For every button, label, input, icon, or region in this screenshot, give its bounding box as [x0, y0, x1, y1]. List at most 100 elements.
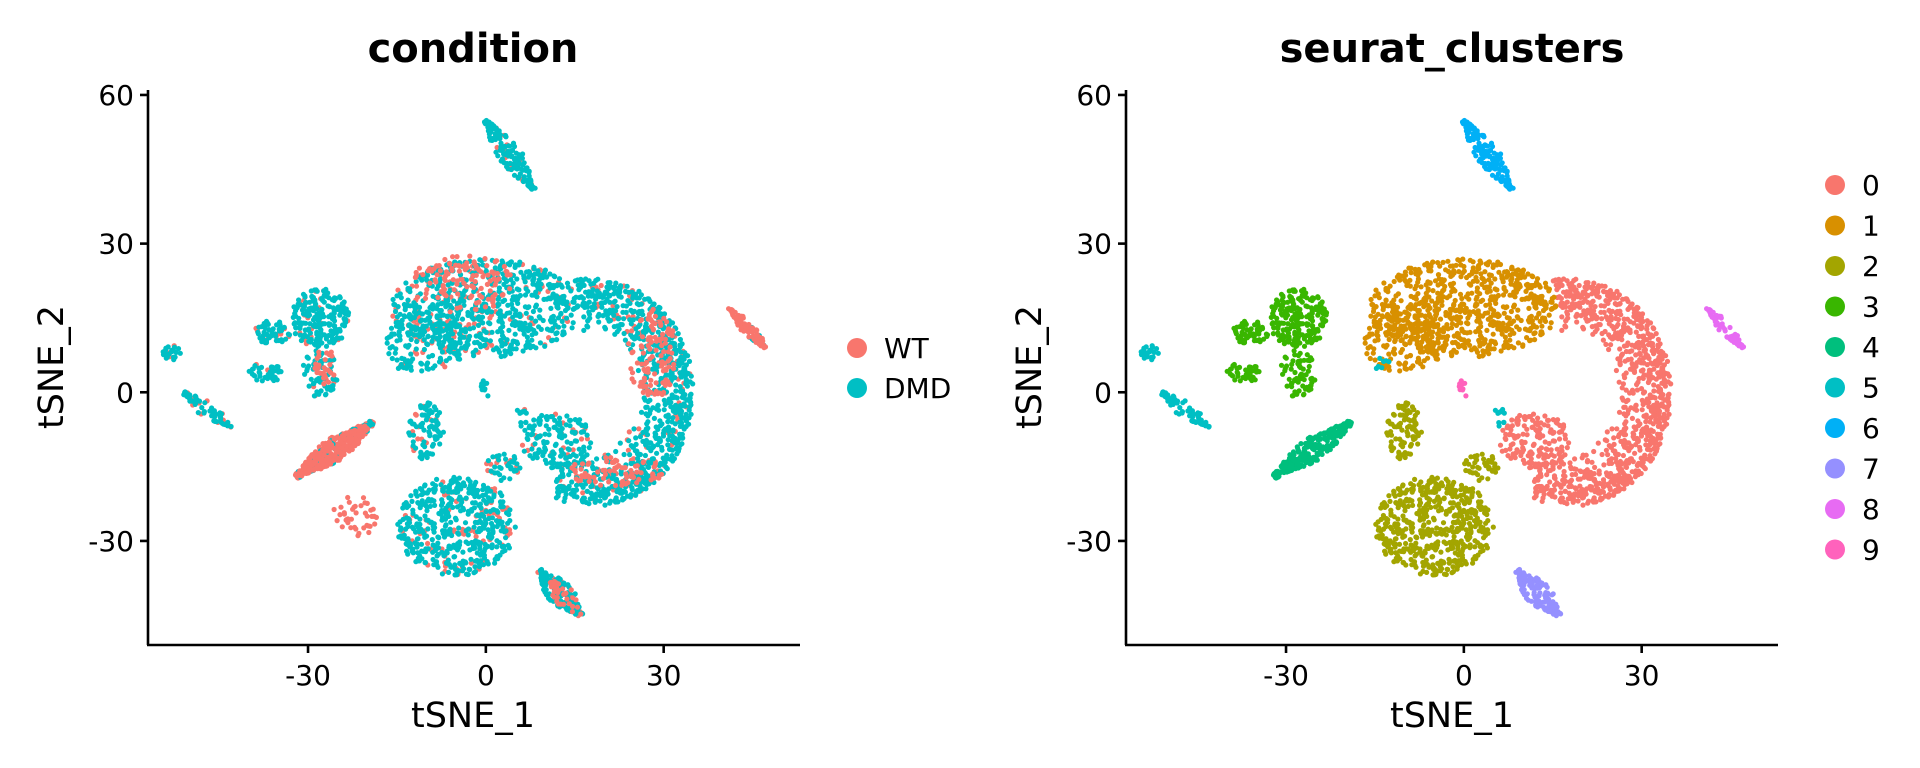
data-point-dmd: [495, 509, 501, 515]
data-point-cluster-0: [1629, 415, 1635, 421]
data-point-dmd: [209, 405, 215, 411]
data-point-dmd: [548, 414, 554, 420]
data-point-dmd: [440, 488, 446, 494]
data-point-dmd: [413, 529, 419, 535]
data-point-wt: [646, 311, 653, 317]
data-point-cluster-0: [1596, 471, 1602, 477]
data-point-dmd: [448, 304, 454, 310]
data-point-dmd: [673, 351, 679, 357]
data-point-wt: [645, 316, 651, 322]
data-point-dmd: [456, 475, 462, 481]
data-point-cluster-0: [1574, 319, 1580, 325]
data-point-dmd: [424, 490, 430, 496]
data-point-wt: [648, 323, 655, 329]
data-point-dmd: [644, 432, 651, 438]
data-point-dmd: [635, 330, 641, 336]
data-point-dmd: [626, 438, 632, 444]
data-point-dmd: [497, 472, 503, 478]
data-point-dmd: [565, 305, 571, 311]
data-point-dmd: [528, 182, 534, 188]
data-point-dmd: [192, 401, 198, 407]
data-point-dmd: [516, 161, 522, 167]
data-point-cluster-0: [1615, 451, 1621, 458]
data-point-wt: [574, 604, 581, 610]
data-point-dmd: [497, 136, 503, 142]
data-point-dmd: [494, 523, 500, 530]
data-point-wt: [414, 351, 420, 357]
data-point-dmd: [548, 305, 554, 311]
data-point-dmd: [392, 308, 399, 315]
data-point-wt: [364, 513, 370, 519]
data-point-wt: [328, 442, 335, 448]
data-point-dmd: [276, 337, 282, 344]
data-point-dmd: [571, 299, 577, 305]
data-point-dmd: [553, 300, 559, 306]
data-point-dmd: [555, 493, 561, 499]
data-point-dmd: [446, 513, 452, 520]
data-point-dmd: [437, 441, 443, 447]
data-point-dmd: [476, 528, 482, 535]
data-point-dmd: [564, 413, 570, 419]
data-point-dmd: [419, 311, 425, 317]
data-point-wt: [476, 299, 482, 305]
data-point-dmd: [249, 371, 255, 377]
data-point-wt: [454, 254, 460, 260]
data-point-wt: [634, 360, 641, 366]
data-point-dmd: [572, 278, 578, 284]
data-point-wt: [665, 349, 671, 355]
data-point-cluster-0: [1617, 346, 1623, 352]
data-point-dmd: [678, 408, 685, 414]
data-point-dmd: [438, 482, 444, 488]
data-point-dmd: [265, 372, 271, 378]
data-point-wt: [325, 448, 331, 454]
data-point-dmd: [302, 294, 308, 300]
data-point-wt: [658, 353, 664, 359]
x-tick-label: 30: [646, 659, 682, 692]
data-point-dmd: [430, 441, 436, 447]
data-point-dmd: [575, 419, 581, 425]
data-point-dmd: [678, 403, 684, 409]
data-point-wt: [362, 500, 368, 506]
data-point-wt: [573, 597, 579, 603]
data-point-dmd: [419, 361, 425, 367]
data-point-dmd: [392, 302, 398, 308]
data-point-wt: [356, 530, 362, 537]
data-point-dmd: [550, 292, 556, 298]
data-point-dmd: [455, 489, 461, 495]
data-point-dmd: [398, 533, 404, 539]
data-point-dmd: [583, 424, 589, 430]
data-point-wt: [306, 459, 312, 466]
data-point-dmd: [275, 364, 281, 370]
data-point-dmd: [645, 464, 652, 470]
data-point-dmd: [201, 410, 207, 416]
data-point-dmd: [672, 375, 678, 381]
data-point-dmd: [389, 355, 395, 362]
data-point-wt: [580, 490, 586, 496]
panel-title-condition: condition: [368, 26, 579, 72]
data-point-wt: [651, 464, 657, 470]
data-point-dmd: [556, 276, 563, 282]
data-point-cluster-0: [1616, 409, 1623, 415]
data-point-dmd: [502, 132, 509, 139]
data-point-wt: [295, 471, 301, 477]
data-point-dmd: [563, 485, 570, 491]
data-point-dmd: [586, 445, 592, 451]
data-point-wt: [471, 321, 477, 327]
data-point-dmd: [494, 554, 500, 560]
data-point-dmd: [413, 311, 419, 317]
data-point-dmd: [568, 312, 574, 318]
data-point-wt: [325, 456, 332, 462]
data-point-dmd: [408, 351, 414, 357]
data-point-dmd: [485, 561, 491, 567]
data-point-dmd: [432, 363, 438, 369]
data-point-wt: [469, 283, 475, 289]
data-point-dmd: [394, 314, 400, 320]
data-point-wt: [507, 286, 513, 292]
data-point-wt: [629, 328, 635, 334]
data-point-dmd: [653, 424, 659, 430]
data-point-dmd: [536, 314, 542, 320]
data-point-dmd: [627, 452, 633, 458]
data-point-dmd: [496, 285, 502, 291]
data-point-wt: [662, 382, 669, 388]
data-point-dmd: [657, 423, 664, 429]
